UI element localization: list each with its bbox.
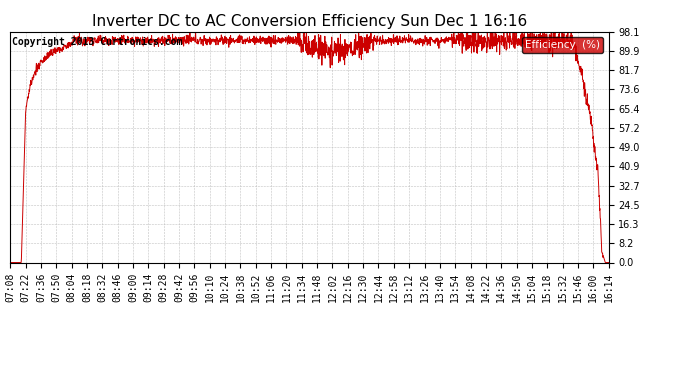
Title: Inverter DC to AC Conversion Efficiency Sun Dec 1 16:16: Inverter DC to AC Conversion Efficiency …	[92, 14, 527, 29]
Legend: Efficiency  (%): Efficiency (%)	[522, 37, 603, 53]
Text: Copyright 2013 Curtronics.com: Copyright 2013 Curtronics.com	[12, 36, 182, 46]
